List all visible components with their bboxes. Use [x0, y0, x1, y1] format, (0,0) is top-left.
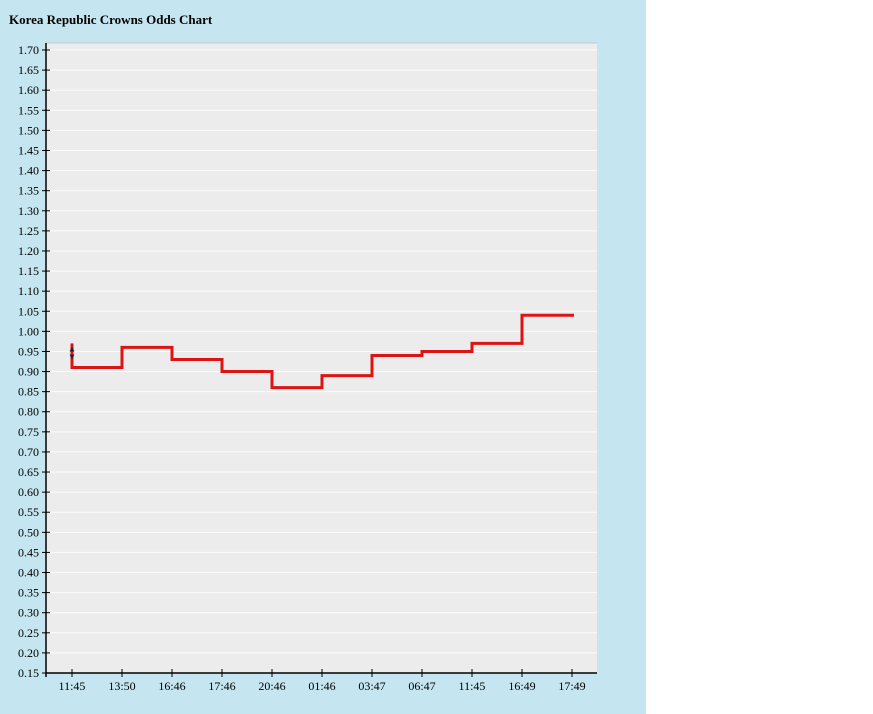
y-tick-label: 0.80	[18, 405, 39, 419]
y-tick-label: 1.15	[18, 264, 39, 278]
y-tick-label: 0.85	[18, 385, 39, 399]
open-odds-down-arrow-icon	[69, 354, 75, 360]
y-tick-label: 0.50	[18, 525, 39, 539]
y-tick-label: 1.40	[18, 164, 39, 178]
y-tick-label: 0.75	[18, 425, 39, 439]
y-tick-label: 1.55	[18, 103, 39, 117]
y-tick-label: 1.65	[18, 63, 39, 77]
y-tick-label: 0.40	[18, 566, 39, 580]
x-tick-label: 01:46	[308, 679, 335, 693]
open-odds-up-arrow-icon	[69, 346, 75, 352]
x-tick-label: 20:46	[258, 679, 285, 693]
y-tick-label: 1.05	[18, 304, 39, 318]
y-tick-label: 1.25	[18, 224, 39, 238]
y-tick-label: 1.60	[18, 83, 39, 97]
y-tick-label: 1.45	[18, 143, 39, 157]
odds-chart: 1.70 1.65 1.60 1.55 1.50 1.45 1.40 1.35 1.30 1.25…	[18, 42, 597, 693]
x-tick-label: 16:46	[158, 679, 185, 693]
x-tick-label: 11:45	[459, 679, 486, 693]
y-tick-label: 0.20	[18, 646, 39, 660]
y-tick-label: 0.90	[18, 365, 39, 379]
y-tick-label: 1.20	[18, 244, 39, 258]
y-tick-label: 1.00	[18, 324, 39, 338]
y-tick-label: 0.15	[18, 666, 39, 680]
y-tick-label: 1.70	[18, 43, 39, 57]
y-tick-label: 0.35	[18, 586, 39, 600]
y-tick-label: 0.30	[18, 606, 39, 620]
plot-area	[46, 43, 597, 673]
y-tick-label: 0.55	[18, 505, 39, 519]
x-tick-label: 13:50	[108, 679, 135, 693]
y-tick-label: 0.45	[18, 545, 39, 559]
y-tick-label: 1.30	[18, 204, 39, 218]
y-tick-label: 0.65	[18, 465, 39, 479]
y-tick-label: 0.95	[18, 344, 39, 358]
x-tick-label: 17:46	[208, 679, 235, 693]
y-tick-label: 1.35	[18, 184, 39, 198]
x-tick-label: 11:45	[59, 679, 86, 693]
y-tick-label: 0.70	[18, 445, 39, 459]
y-tick-label: 0.60	[18, 485, 39, 499]
y-tick-label: 1.50	[18, 123, 39, 137]
y-tick-label: 1.10	[18, 284, 39, 298]
chart-title: Korea Republic Crowns Odds Chart	[9, 12, 213, 27]
odds-step-line	[70, 313, 574, 390]
y-tick-label: 0.25	[18, 626, 39, 640]
x-tick-label: 06:47	[408, 679, 435, 693]
x-tick-label: 16:49	[508, 679, 535, 693]
odds-chart-panel: Korea Republic Crowns Odds Chart 1.70 1.6…	[0, 0, 646, 714]
x-tick-label: 03:47	[358, 679, 385, 693]
x-tick-label: 17:49	[558, 679, 585, 693]
